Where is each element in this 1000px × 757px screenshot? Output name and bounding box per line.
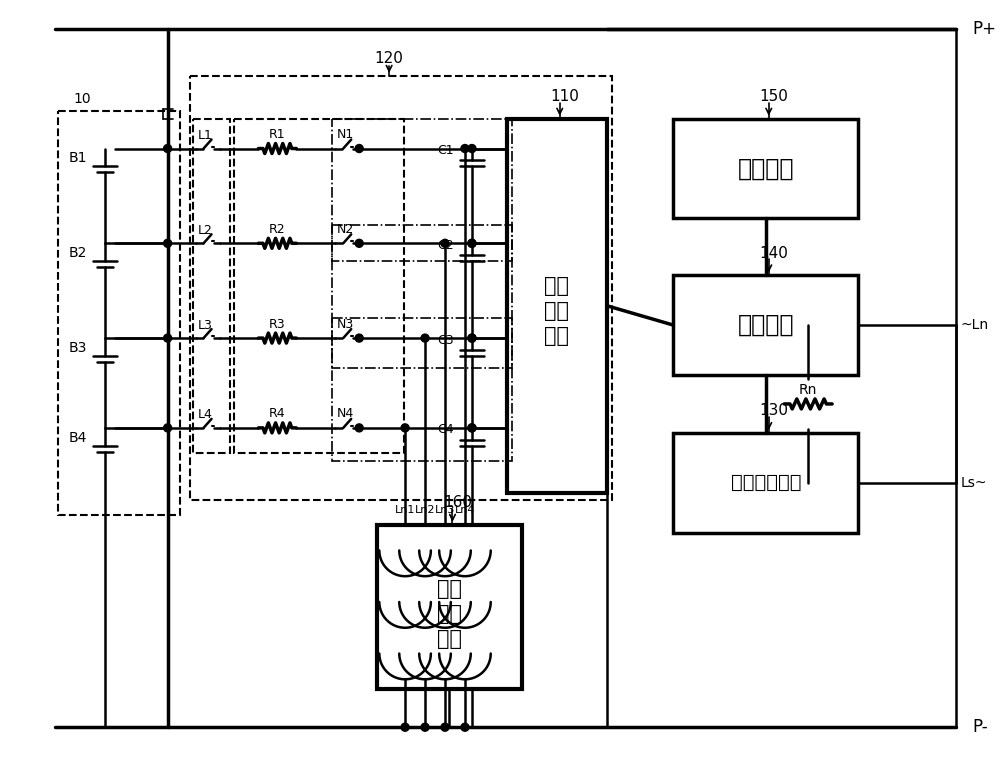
Circle shape bbox=[164, 424, 172, 432]
Text: R4: R4 bbox=[269, 407, 286, 420]
Text: C3: C3 bbox=[437, 334, 454, 347]
Text: N2: N2 bbox=[337, 223, 354, 236]
Text: Ln2: Ln2 bbox=[415, 505, 435, 515]
Bar bbox=[190, 76, 612, 500]
Text: R3: R3 bbox=[269, 318, 286, 331]
Text: B4: B4 bbox=[68, 431, 87, 445]
Circle shape bbox=[421, 723, 429, 731]
Circle shape bbox=[468, 334, 476, 342]
Text: N4: N4 bbox=[337, 407, 354, 420]
Text: 储存单元: 储存单元 bbox=[738, 157, 794, 180]
Circle shape bbox=[355, 145, 363, 152]
Bar bbox=[673, 433, 858, 533]
Circle shape bbox=[355, 239, 363, 248]
Bar bbox=[377, 525, 522, 690]
Text: N1: N1 bbox=[337, 128, 354, 141]
Text: B2: B2 bbox=[68, 246, 87, 260]
Circle shape bbox=[461, 723, 469, 731]
Circle shape bbox=[164, 145, 172, 152]
Text: C1: C1 bbox=[437, 144, 454, 157]
Bar bbox=[673, 119, 858, 218]
Text: 120: 120 bbox=[375, 51, 404, 66]
Text: Ls~: Ls~ bbox=[961, 475, 987, 490]
Text: Ln1: Ln1 bbox=[395, 505, 415, 515]
Circle shape bbox=[468, 424, 476, 432]
Bar bbox=[332, 119, 512, 261]
Bar bbox=[332, 318, 512, 461]
Bar bbox=[673, 276, 858, 375]
Text: N3: N3 bbox=[337, 318, 354, 331]
Text: 130: 130 bbox=[759, 403, 788, 419]
Bar bbox=[234, 119, 404, 453]
Text: R2: R2 bbox=[269, 223, 286, 236]
Text: 160: 160 bbox=[443, 495, 472, 510]
Circle shape bbox=[164, 239, 172, 248]
Text: L1: L1 bbox=[198, 129, 213, 142]
Text: P+: P+ bbox=[973, 20, 997, 38]
Text: L4: L4 bbox=[198, 409, 213, 422]
Bar bbox=[58, 111, 180, 515]
Text: L3: L3 bbox=[198, 319, 213, 332]
Circle shape bbox=[421, 334, 429, 342]
Text: 140: 140 bbox=[759, 246, 788, 260]
Text: 信号输出单元: 信号输出单元 bbox=[731, 473, 801, 492]
Text: Ln4: Ln4 bbox=[455, 505, 475, 515]
Text: C2: C2 bbox=[437, 238, 454, 252]
Text: 单元: 单元 bbox=[437, 629, 462, 649]
Text: ~Ln: ~Ln bbox=[961, 318, 989, 332]
Text: 单元: 单元 bbox=[544, 326, 569, 346]
Text: 10: 10 bbox=[73, 92, 91, 106]
Text: B3: B3 bbox=[68, 341, 87, 355]
Bar bbox=[193, 119, 230, 453]
Circle shape bbox=[164, 334, 172, 342]
Text: Ln3: Ln3 bbox=[435, 505, 455, 515]
Circle shape bbox=[468, 239, 476, 248]
Text: 电压: 电压 bbox=[544, 276, 569, 296]
Circle shape bbox=[461, 145, 469, 152]
Circle shape bbox=[468, 334, 476, 342]
Circle shape bbox=[355, 334, 363, 342]
Text: P-: P- bbox=[973, 718, 988, 737]
Text: 测量: 测量 bbox=[544, 301, 569, 321]
Circle shape bbox=[468, 239, 476, 248]
Text: C4: C4 bbox=[437, 423, 454, 436]
Text: B1: B1 bbox=[68, 151, 87, 166]
Text: R1: R1 bbox=[269, 128, 286, 141]
Bar bbox=[332, 226, 512, 368]
Circle shape bbox=[468, 145, 476, 152]
Text: Rn: Rn bbox=[799, 383, 817, 397]
Circle shape bbox=[468, 424, 476, 432]
Text: 线路: 线路 bbox=[437, 579, 462, 599]
Circle shape bbox=[401, 424, 409, 432]
Circle shape bbox=[441, 723, 449, 731]
Text: L2: L2 bbox=[198, 224, 213, 237]
Circle shape bbox=[441, 239, 449, 248]
Circle shape bbox=[401, 723, 409, 731]
Text: 150: 150 bbox=[759, 89, 788, 104]
Text: 控制单元: 控制单元 bbox=[738, 313, 794, 337]
Text: 分支: 分支 bbox=[437, 604, 462, 624]
Bar bbox=[507, 119, 607, 493]
Text: 110: 110 bbox=[550, 89, 579, 104]
Circle shape bbox=[355, 424, 363, 432]
